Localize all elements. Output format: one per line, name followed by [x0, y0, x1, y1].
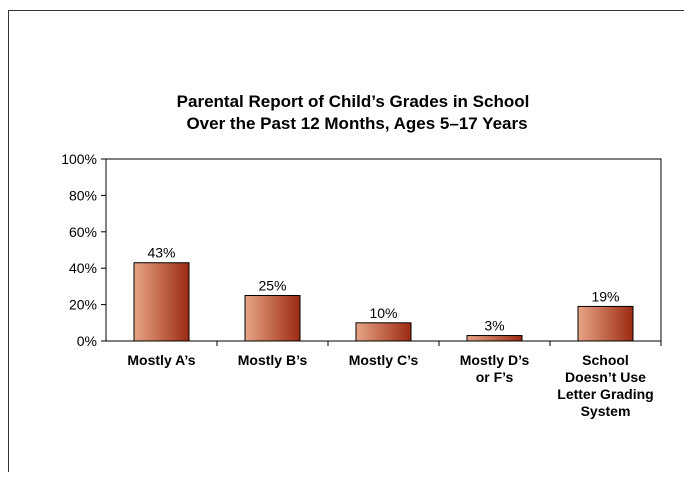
- chart-title-line-2: Over the Past 12 Months, Ages 5–17 Years: [186, 114, 527, 133]
- x-category-label: Mostly A’s: [127, 352, 195, 368]
- x-category-label-line: Mostly C’s: [349, 352, 419, 368]
- x-category-label-line: System: [581, 403, 631, 419]
- y-tick-label: 60%: [69, 224, 97, 240]
- y-axis-ticks: 0% 20% 40% 60% 80% 100%: [61, 151, 106, 349]
- x-category-label-line: Doesn’t Use: [565, 369, 646, 385]
- bar: [133, 262, 190, 342]
- x-category-label: Mostly B’s: [238, 352, 308, 368]
- category-labels: Mostly A’s Mostly B’s Mostly C’s Mostly D’s…: [127, 352, 653, 419]
- y-tick-label: 40%: [69, 260, 97, 276]
- y-tick-label: 0%: [77, 333, 97, 349]
- y-tick-label: 100%: [61, 151, 97, 167]
- x-category-label-line: Mostly A’s: [127, 352, 195, 368]
- x-category-label-line: or F’s: [476, 369, 514, 385]
- chart-frame: [8, 10, 684, 472]
- x-category-label-line: Mostly D’s: [460, 352, 530, 368]
- bar: [577, 305, 634, 342]
- bar-data-label: 10%: [369, 305, 397, 321]
- data-labels: 43% 25% 10% 3% 19%: [147, 245, 619, 334]
- bar-data-label: 43%: [147, 245, 175, 261]
- bar-data-label: 25%: [258, 278, 286, 294]
- x-category-label: Mostly D’s or F’s: [460, 352, 530, 385]
- x-category-label-line: School: [582, 352, 629, 368]
- bar: [244, 295, 301, 342]
- chart-title-line-1: Parental Report of Child’s Grades in Sch…: [177, 92, 530, 111]
- x-category-label-line: Mostly B’s: [238, 352, 308, 368]
- bar-series: [133, 262, 634, 342]
- bar-data-label: 3%: [484, 318, 504, 334]
- bar: [466, 335, 523, 342]
- x-category-label: School Doesn’t Use Letter Grading System: [557, 352, 653, 419]
- bar-data-label: 19%: [591, 288, 619, 304]
- x-category-label-line: Letter Grading: [557, 386, 653, 402]
- bar: [355, 322, 412, 342]
- y-tick-label: 80%: [69, 187, 97, 203]
- y-tick-label: 20%: [69, 297, 97, 313]
- x-category-label: Mostly C’s: [349, 352, 419, 368]
